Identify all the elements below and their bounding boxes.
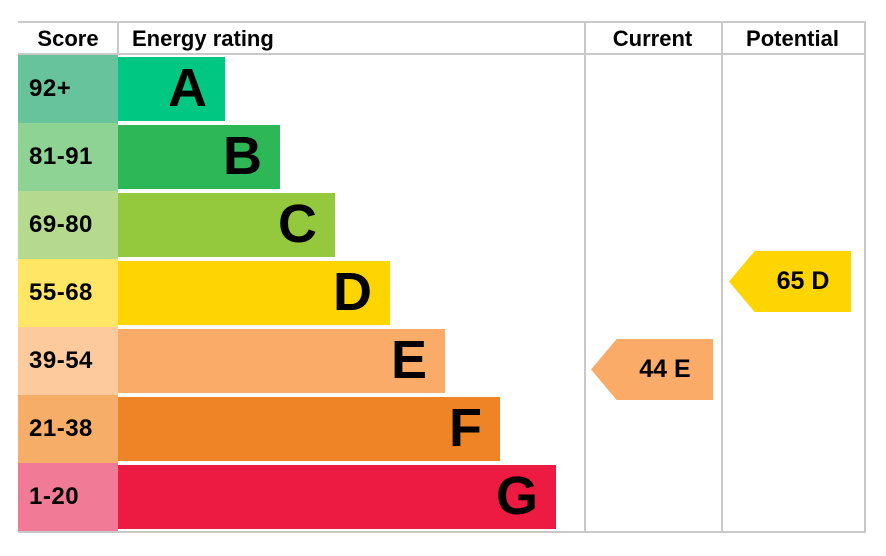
table-top-border [18, 21, 866, 23]
header-bottom-border [18, 53, 866, 55]
current-column-header: Current [612, 26, 693, 51]
band-letter-c: C [278, 194, 317, 254]
band-row-b: 81-91 B [18, 123, 584, 191]
current-column-divider [584, 21, 586, 533]
band-score-range-f: 21-38 [18, 395, 118, 463]
potential-column-header: Potential [746, 26, 839, 51]
band-score-range-b: 81-91 [18, 123, 118, 191]
current-rating-label: 44 E [639, 355, 691, 383]
band-row-f: 21-38 F [18, 395, 584, 463]
band-score-range-d: 55-68 [18, 259, 118, 327]
band-score-range-g: 1-20 [18, 463, 118, 531]
band-row-g: 1-20 G [18, 463, 584, 531]
band-row-a: 92+ A [18, 55, 584, 123]
potential-column-divider [721, 21, 723, 533]
band-bar-b: B [118, 125, 280, 189]
band-bar-c: C [118, 193, 335, 257]
band-letter-f: F [449, 398, 482, 458]
band-bar-g: G [118, 465, 556, 529]
band-bar-e: E [118, 329, 445, 393]
energy-rating-column-header: Energy rating [132, 26, 274, 51]
current-rating-arrow: 44 E [591, 339, 713, 400]
potential-rating-arrow: 65 D [729, 251, 851, 312]
band-letter-b: B [223, 126, 262, 186]
band-bar-a: A [118, 57, 225, 121]
band-letter-e: E [390, 330, 427, 390]
table-right-border [864, 21, 866, 533]
band-row-c: 69-80 C [18, 191, 584, 259]
band-score-range-a: 92+ [18, 55, 118, 123]
band-bar-f: F [118, 397, 500, 461]
epc-table: Score Energy rating Current Potential 92… [18, 21, 866, 533]
score-rating-header-divider [117, 21, 119, 55]
band-row-e: 39-54 E [18, 327, 584, 395]
band-letter-a: A [168, 58, 207, 118]
band-score-range-c: 69-80 [18, 191, 118, 259]
potential-rating-label: 65 D [776, 267, 830, 295]
band-row-d: 55-68 D [18, 259, 584, 327]
band-bar-d: D [118, 261, 390, 325]
table-bottom-border [18, 531, 866, 533]
score-column-header: Score [37, 26, 99, 51]
band-letter-d: D [333, 262, 372, 322]
band-score-range-e: 39-54 [18, 327, 118, 395]
band-letter-g: G [495, 466, 538, 526]
